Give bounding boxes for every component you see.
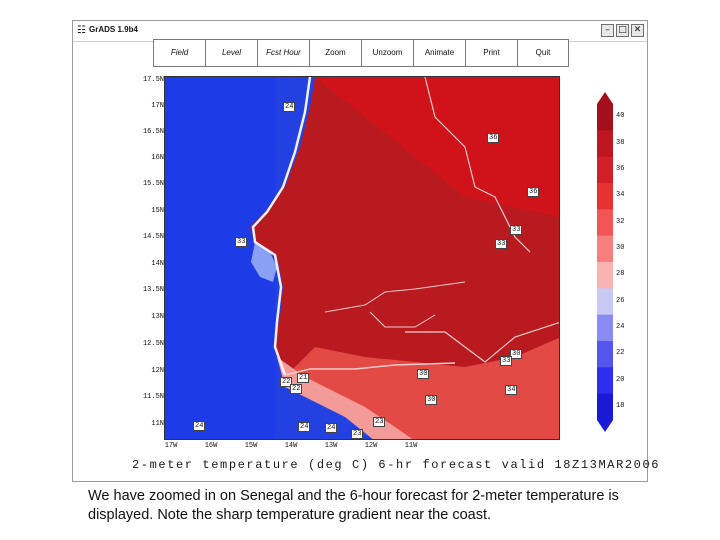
lon-tick: 17W bbox=[164, 442, 178, 450]
colorbar-segment bbox=[597, 341, 613, 368]
map-canvas[interactable] bbox=[165, 77, 560, 440]
colorbar-label: 28 bbox=[616, 270, 625, 279]
station-label: 23 bbox=[351, 429, 364, 439]
colorbar-segment bbox=[597, 156, 613, 184]
lon-tick: 16W bbox=[204, 442, 218, 450]
station-label: 34 bbox=[505, 385, 518, 395]
cape-verde-gradient bbox=[251, 242, 277, 282]
fcst-hour-button[interactable]: Fcst Hour bbox=[258, 40, 310, 66]
quit-button[interactable]: Quit bbox=[518, 40, 568, 66]
colorbar-segment bbox=[597, 288, 613, 316]
station-label: 24 bbox=[193, 421, 206, 431]
colorbar-label: 18 bbox=[616, 401, 625, 410]
print-button[interactable]: Print bbox=[466, 40, 518, 66]
lat-tick: 13.5N bbox=[142, 286, 164, 294]
close-icon[interactable]: ✕ bbox=[631, 24, 644, 37]
station-label: 23 bbox=[373, 417, 386, 427]
app-icon: ☷ bbox=[77, 25, 86, 36]
colorbar-label: 20 bbox=[616, 375, 625, 384]
station-label: 30 bbox=[425, 395, 438, 405]
animate-button[interactable]: Animate bbox=[414, 40, 466, 66]
border-gambia-north bbox=[324, 281, 466, 313]
colorbar-segment bbox=[597, 130, 613, 158]
grads-toolbar: Field Level Fcst Hour Zoom Unzoom Animat… bbox=[153, 39, 569, 67]
colorbar-bottom-arrow bbox=[597, 420, 613, 432]
colorbar-label: 24 bbox=[616, 322, 625, 331]
lat-tick: 14.5N bbox=[142, 233, 164, 241]
colorbar-label: 30 bbox=[616, 243, 625, 252]
station-label: 33 bbox=[235, 237, 248, 247]
colorbar-label: 22 bbox=[616, 349, 625, 358]
lat-tick: 11.5N bbox=[142, 393, 164, 401]
station-label: 33 bbox=[495, 239, 508, 249]
station-label: 36 bbox=[527, 187, 540, 197]
lon-tick: 11W bbox=[404, 442, 418, 450]
unzoom-button[interactable]: Unzoom bbox=[362, 40, 414, 66]
colorbar bbox=[597, 92, 613, 432]
maximize-icon[interactable]: □ bbox=[616, 24, 629, 37]
colorbar-segment bbox=[597, 104, 613, 131]
colorbar-label: 40 bbox=[616, 112, 625, 121]
colorbar-label: 36 bbox=[616, 164, 625, 173]
colorbar-segment bbox=[597, 235, 613, 263]
lat-tick: 13N bbox=[151, 313, 164, 321]
lat-tick: 16.5N bbox=[142, 128, 164, 136]
temperature-map[interactable]: 24 36 36 33 33 33 30 30 33 30 34 22 22 2… bbox=[164, 76, 560, 440]
station-label: 36 bbox=[487, 133, 500, 143]
plot-title: 2-meter temperature (deg C) 6-hr forecas… bbox=[132, 458, 661, 472]
lat-tick: 14N bbox=[151, 260, 164, 268]
window-title: GrADS 1.9b4 bbox=[89, 25, 138, 34]
border-north bbox=[424, 77, 531, 253]
slide-caption: We have zoomed in on Senegal and the 6-h… bbox=[88, 488, 619, 523]
station-label: 30 bbox=[417, 369, 430, 379]
colorbar-segment bbox=[597, 393, 613, 421]
lat-tick: 17N bbox=[151, 102, 164, 110]
border-east bbox=[405, 322, 559, 363]
field-button[interactable]: Field bbox=[154, 40, 206, 66]
lon-tick: 14W bbox=[284, 442, 298, 450]
station-label: 24 bbox=[298, 422, 311, 432]
colorbar-label: 32 bbox=[616, 217, 625, 226]
south-warm-region bbox=[285, 337, 559, 439]
station-label: 22 bbox=[280, 377, 293, 387]
north-warm-region bbox=[315, 77, 559, 217]
colorbar-segment bbox=[597, 314, 613, 342]
colorbar-top-arrow bbox=[597, 92, 613, 104]
colorbar-label: 26 bbox=[616, 296, 625, 305]
lat-tick: 17.5N bbox=[142, 76, 164, 84]
colorbar-segment bbox=[597, 209, 613, 237]
lon-tick: 12W bbox=[364, 442, 378, 450]
border-internal bbox=[369, 311, 436, 328]
colorbar-segment bbox=[597, 183, 613, 210]
colorbar-label: 38 bbox=[616, 138, 625, 147]
lat-tick: 15.5N bbox=[142, 180, 164, 188]
station-label: 22 bbox=[290, 384, 303, 394]
colorbar-label: 34 bbox=[616, 191, 625, 200]
station-label: 30 bbox=[510, 349, 523, 359]
minimize-icon[interactable]: – bbox=[601, 24, 614, 37]
station-label: 33 bbox=[500, 356, 513, 366]
level-button[interactable]: Level bbox=[206, 40, 258, 66]
gambia-river bbox=[284, 362, 456, 376]
colorbar-segment bbox=[597, 367, 613, 395]
colorbar-segment bbox=[597, 262, 613, 289]
lon-tick: 15W bbox=[244, 442, 258, 450]
lat-tick: 12.5N bbox=[142, 340, 164, 348]
lat-tick: 12N bbox=[151, 367, 164, 375]
station-label: 33 bbox=[510, 225, 523, 235]
zoom-button[interactable]: Zoom bbox=[310, 40, 362, 66]
lat-tick: 11N bbox=[151, 420, 164, 428]
lat-tick: 15N bbox=[151, 207, 164, 215]
lon-tick: 13W bbox=[324, 442, 338, 450]
station-label: 21 bbox=[297, 373, 310, 383]
station-label: 24 bbox=[283, 102, 296, 112]
station-label: 24 bbox=[325, 423, 338, 433]
coastline bbox=[251, 77, 312, 376]
lat-tick: 16N bbox=[151, 154, 164, 162]
